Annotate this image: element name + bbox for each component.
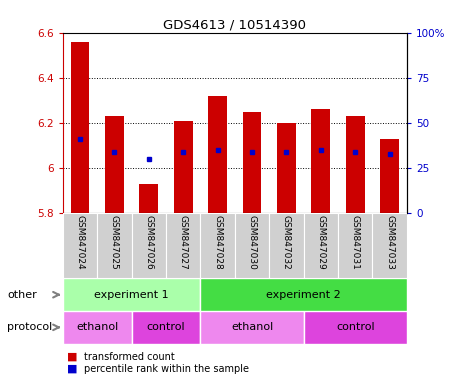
Text: GSM847024: GSM847024: [75, 215, 85, 270]
Bar: [380, 139, 399, 213]
Bar: [200, 213, 235, 278]
Bar: [235, 213, 269, 278]
Bar: [338, 213, 372, 278]
Text: GSM847033: GSM847033: [385, 215, 394, 270]
Bar: [132, 311, 200, 344]
Bar: [200, 278, 407, 311]
Bar: [140, 184, 158, 213]
Text: GSM847030: GSM847030: [247, 215, 257, 270]
Text: control: control: [336, 322, 375, 333]
Bar: [174, 121, 193, 213]
Text: GSM847026: GSM847026: [144, 215, 153, 270]
Text: other: other: [7, 290, 37, 300]
Bar: [63, 278, 200, 311]
Text: GSM847028: GSM847028: [213, 215, 222, 270]
Text: GSM847032: GSM847032: [282, 215, 291, 270]
Text: GSM847025: GSM847025: [110, 215, 119, 270]
Text: ethanol: ethanol: [231, 322, 273, 333]
Text: GSM847031: GSM847031: [351, 215, 360, 270]
Bar: [71, 42, 89, 213]
Text: GSM847027: GSM847027: [179, 215, 188, 270]
Text: protocol: protocol: [7, 322, 52, 333]
Bar: [277, 123, 296, 213]
Bar: [63, 311, 132, 344]
Bar: [304, 213, 338, 278]
Bar: [269, 213, 304, 278]
Bar: [243, 112, 261, 213]
Text: ■: ■: [67, 352, 78, 362]
Text: experiment 2: experiment 2: [266, 290, 341, 300]
Text: experiment 1: experiment 1: [94, 290, 169, 300]
Text: percentile rank within the sample: percentile rank within the sample: [84, 364, 249, 374]
Text: ■: ■: [67, 364, 78, 374]
Bar: [132, 213, 166, 278]
Bar: [372, 213, 407, 278]
Text: control: control: [146, 322, 186, 333]
Bar: [97, 213, 132, 278]
Bar: [166, 213, 200, 278]
Text: ethanol: ethanol: [76, 322, 118, 333]
Bar: [312, 109, 330, 213]
Bar: [346, 116, 365, 213]
Bar: [200, 311, 304, 344]
Bar: [208, 96, 227, 213]
Title: GDS4613 / 10514390: GDS4613 / 10514390: [163, 18, 306, 31]
Text: transformed count: transformed count: [84, 352, 174, 362]
Bar: [105, 116, 124, 213]
Text: GSM847029: GSM847029: [316, 215, 326, 270]
Bar: [63, 213, 97, 278]
Bar: [304, 311, 407, 344]
